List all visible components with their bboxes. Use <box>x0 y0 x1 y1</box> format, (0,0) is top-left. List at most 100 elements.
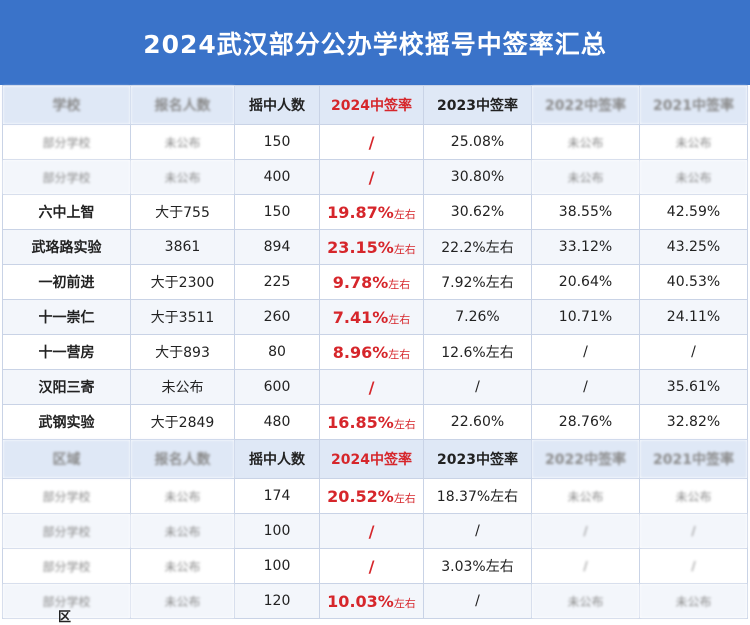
rate-2024-suffix: 左右 <box>388 277 411 291</box>
cell-r2023: 18.37%左右 <box>423 478 532 514</box>
cell-applicants: 未公布 <box>130 478 235 514</box>
header-cell-col7: 2021中签率 <box>639 85 748 125</box>
cell-r2022: / <box>531 548 640 584</box>
cell-applicants: 未公布 <box>130 548 235 584</box>
cell-r2023: / <box>423 369 532 405</box>
table-row: 十一崇仁 大于3511 260 7.41%左右 7.26% 10.71% 24.11% <box>2 299 748 335</box>
cell-winners: 100 <box>234 548 320 584</box>
rate-2024-value: 20.52% <box>327 486 394 506</box>
cell-r2024: / <box>319 124 424 160</box>
cell-r2022: 10.71% <box>531 299 640 335</box>
rate-2024-suffix: 左右 <box>393 207 416 221</box>
cell-r2024: 19.87%左右 <box>319 194 424 230</box>
cell-winners: 174 <box>234 478 320 514</box>
cell-r2021: 未公布 <box>639 159 748 195</box>
cell-r2024: / <box>319 159 424 195</box>
lottery-rate-table: 学校 报名人数 摇中人数 2024中签率 2023中签率 2022中签率 2021中签率 部分… <box>2 85 748 619</box>
cell-r2021: 35.61% <box>639 369 748 405</box>
cell-name: 部分学校 <box>2 478 131 514</box>
cell-r2022: 未公布 <box>531 583 640 619</box>
header-cell-col5: 2023中签率 <box>423 439 532 479</box>
cell-r2021: 43.25% <box>639 229 748 265</box>
rate-2024-value: / <box>368 521 375 541</box>
cell-r2022: / <box>531 369 640 405</box>
cell-r2024: 16.85%左右 <box>319 404 424 440</box>
cell-winners: 480 <box>234 404 320 440</box>
cell-r2021: 24.11% <box>639 299 748 335</box>
table-row: 部分学校 未公布 400/30.80% 未公布 未公布 <box>2 159 748 195</box>
cell-r2024: 10.03%左右 <box>319 583 424 619</box>
header-cell-col6: 2022中签率 <box>531 439 640 479</box>
cell-r2022: 38.55% <box>531 194 640 230</box>
cell-r2024: / <box>319 548 424 584</box>
cell-r2023: 30.62% <box>423 194 532 230</box>
cell-applicants: 大于2300 <box>130 264 235 300</box>
cell-applicants: 大于893 <box>130 334 235 370</box>
cell-name: 十一崇仁 <box>2 299 131 335</box>
cell-winners: 120 <box>234 583 320 619</box>
cell-name: 部分学校 <box>2 124 131 160</box>
cell-applicants: 未公布 <box>130 513 235 549</box>
table-header-row: 学校 报名人数 摇中人数 2024中签率 2023中签率 2022中签率 2021中签率 <box>2 85 748 125</box>
rate-2024-value: 10.03% <box>327 591 394 611</box>
cell-r2021: 未公布 <box>639 478 748 514</box>
cell-winners: 150 <box>234 124 320 160</box>
header-cell-col3: 摇中人数 <box>234 85 320 125</box>
cell-winners: 400 <box>234 159 320 195</box>
stray-district-label: 区 <box>58 610 72 625</box>
cell-r2022: 未公布 <box>531 124 640 160</box>
header-cell-col3: 摇中人数 <box>234 439 320 479</box>
cell-r2022: / <box>531 334 640 370</box>
header-cell-col2: 报名人数 <box>130 85 235 125</box>
cell-r2024: 7.41%左右 <box>319 299 424 335</box>
rate-2024-suffix: 左右 <box>388 347 411 361</box>
rate-2024-value: 8.96% <box>332 342 389 362</box>
cell-winners: 260 <box>234 299 320 335</box>
cell-applicants: 大于3511 <box>130 299 235 335</box>
cell-name: 武钢实验 <box>2 404 131 440</box>
cell-r2024: 23.15%左右 <box>319 229 424 265</box>
cell-r2021: 42.59% <box>639 194 748 230</box>
table-body-section-b: 区域 报名人数 摇中人数 2024中签率 2023中签率 2022中签率 2021中签率 部分… <box>2 439 748 619</box>
table-row: 十一营房 大于893 80 8.96%左右 12.6%左右 / / <box>2 334 748 370</box>
cell-r2023: 22.60% <box>423 404 532 440</box>
cell-r2023: 30.80% <box>423 159 532 195</box>
header-cell-col7: 2021中签率 <box>639 439 748 479</box>
rate-2024-suffix: 左右 <box>388 312 411 326</box>
cell-applicants: 未公布 <box>130 369 235 405</box>
cell-name: 汉阳三寄 <box>2 369 131 405</box>
cell-winners: 894 <box>234 229 320 265</box>
cell-r2024: 20.52%左右 <box>319 478 424 514</box>
cell-r2024: / <box>319 513 424 549</box>
table-row: 武珞路实验 3861 894 23.15%左右 22.2%左右 33.12% 43.25% <box>2 229 748 265</box>
table-row: 部分学校 未公布 120 10.03%左右 / 未公布 未公布 <box>2 583 748 619</box>
cell-r2022: 28.76% <box>531 404 640 440</box>
cell-winners: 100 <box>234 513 320 549</box>
table-body-section-a: 学校 报名人数 摇中人数 2024中签率 2023中签率 2022中签率 2021中签率 部分… <box>2 85 748 440</box>
cell-r2022: 未公布 <box>531 159 640 195</box>
rate-2024-value: / <box>368 167 375 187</box>
cell-r2021: / <box>639 513 748 549</box>
rate-2024-value: 19.87% <box>327 202 394 222</box>
header-cell-col6: 2022中签率 <box>531 85 640 125</box>
header-cell-col4: 2024中签率 <box>319 85 424 125</box>
rate-2024-suffix: 左右 <box>393 491 416 505</box>
cell-applicants: 3861 <box>130 229 235 265</box>
cell-name: 部分学校 <box>2 159 131 195</box>
cell-r2023: 12.6%左右 <box>423 334 532 370</box>
cell-r2023: 3.03%左右 <box>423 548 532 584</box>
cell-r2023: 7.92%左右 <box>423 264 532 300</box>
cell-name: 部分学校 <box>2 548 131 584</box>
cell-r2022: 20.64% <box>531 264 640 300</box>
header-cell-col1: 学校 <box>2 85 131 125</box>
cell-r2022: 33.12% <box>531 229 640 265</box>
table-row: 部分学校 未公布 100// / / <box>2 513 748 549</box>
rate-2024-suffix: 左右 <box>393 242 416 256</box>
rate-2024-value: / <box>368 556 375 576</box>
cell-applicants: 未公布 <box>130 124 235 160</box>
cell-applicants: 未公布 <box>130 583 235 619</box>
cell-r2022: / <box>531 513 640 549</box>
rate-2024-value: 9.78% <box>332 272 389 292</box>
cell-r2021: 40.53% <box>639 264 748 300</box>
table-row: 汉阳三寄 未公布 600///35.61% <box>2 369 748 405</box>
